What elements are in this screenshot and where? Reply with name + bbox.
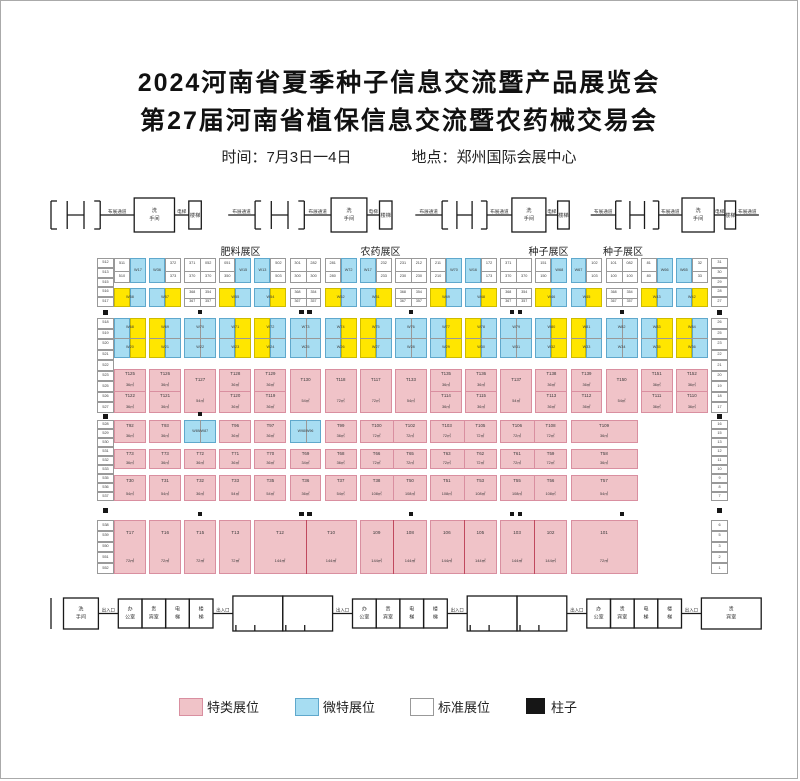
svg-text:电: 电	[643, 606, 648, 613]
svg-text:出入口: 出入口	[685, 607, 698, 614]
svg-text:梯: 梯	[667, 614, 672, 621]
svg-text:贵: 贵	[385, 606, 390, 613]
svg-text:公室: 公室	[125, 614, 135, 621]
svg-text:贵: 贵	[729, 606, 734, 613]
svg-text:洗: 洗	[78, 606, 83, 613]
svg-text:梯: 梯	[199, 614, 204, 621]
svg-text:梯: 梯	[643, 614, 648, 621]
svg-text:宾室: 宾室	[383, 614, 393, 621]
svg-text:办: 办	[596, 606, 601, 613]
svg-text:出入口: 出入口	[451, 607, 464, 614]
svg-text:宾室: 宾室	[617, 614, 627, 621]
svg-text:楼: 楼	[433, 606, 438, 613]
svg-text:出入口: 出入口	[336, 607, 349, 614]
svg-text:楼: 楼	[199, 606, 204, 613]
svg-text:公室: 公室	[359, 614, 369, 621]
svg-text:宾室: 宾室	[149, 614, 159, 621]
svg-text:贵: 贵	[620, 606, 625, 613]
svg-text:梯: 梯	[433, 614, 438, 621]
svg-text:手间: 手间	[76, 614, 86, 621]
svg-text:楼: 楼	[667, 606, 672, 613]
svg-text:电: 电	[409, 606, 414, 613]
svg-text:出入口: 出入口	[102, 607, 115, 614]
svg-text:宾室: 宾室	[726, 614, 736, 621]
svg-text:梯: 梯	[409, 614, 414, 621]
svg-text:公室: 公室	[594, 614, 604, 621]
svg-text:办: 办	[128, 606, 133, 613]
svg-text:贵: 贵	[151, 606, 156, 613]
svg-text:电: 电	[175, 606, 180, 613]
svg-text:梯: 梯	[175, 614, 180, 621]
svg-text:出入口: 出入口	[216, 607, 229, 614]
svg-text:办: 办	[362, 606, 367, 613]
svg-text:出入口: 出入口	[570, 607, 583, 614]
